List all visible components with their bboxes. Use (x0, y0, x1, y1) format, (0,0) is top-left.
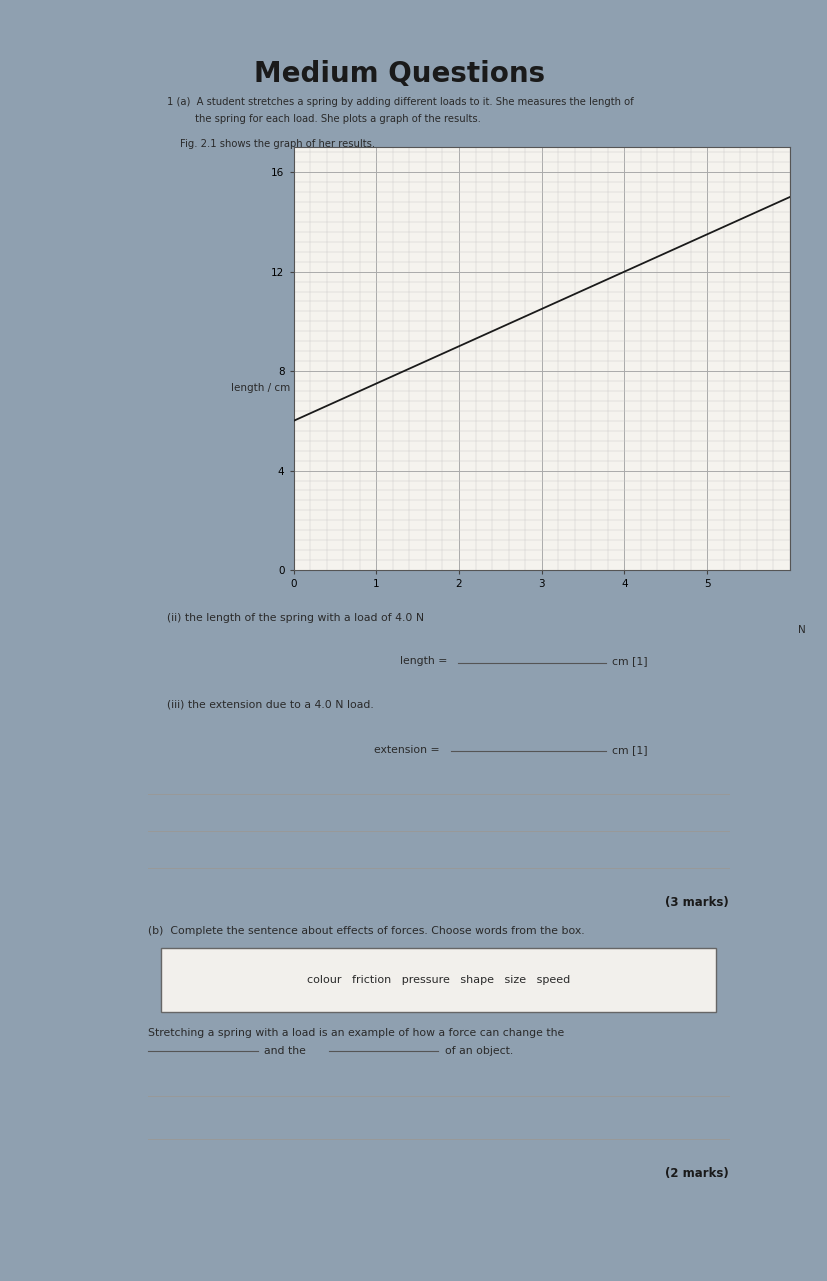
Text: extension =: extension = (374, 746, 439, 755)
Text: cm [1]: cm [1] (613, 746, 648, 755)
Text: (2 marks): (2 marks) (665, 1167, 729, 1180)
Text: (3 marks): (3 marks) (665, 897, 729, 910)
Text: and the: and the (264, 1047, 306, 1057)
Text: Stretching a spring with a load is an example of how a force can change the: Stretching a spring with a load is an ex… (148, 1027, 564, 1038)
FancyBboxPatch shape (161, 948, 715, 1012)
Text: length =: length = (399, 656, 447, 666)
Text: the spring for each load. She plots a graph of the results.: the spring for each load. She plots a gr… (167, 114, 481, 124)
Text: N: N (798, 625, 805, 635)
Text: (iii) the extension due to a 4.0 N load.: (iii) the extension due to a 4.0 N load. (167, 699, 374, 710)
Text: Medium Questions: Medium Questions (254, 60, 545, 88)
Text: (ii) the length of the spring with a load of 4.0 N: (ii) the length of the spring with a loa… (167, 614, 424, 624)
Text: Fig. 2.1 shows the graph of her results.: Fig. 2.1 shows the graph of her results. (180, 138, 375, 149)
Text: (b)  Complete the sentence about effects of forces. Choose words from the box.: (b) Complete the sentence about effects … (148, 926, 585, 936)
Text: of an object.: of an object. (445, 1047, 513, 1057)
Text: 1 (a)  A student stretches a spring by adding different loads to it. She measure: 1 (a) A student stretches a spring by ad… (167, 97, 634, 106)
Text: colour   friction   pressure   shape   size   speed: colour friction pressure shape size spee… (307, 975, 570, 985)
Text: cm [1]: cm [1] (613, 656, 648, 666)
Text: length / cm: length / cm (231, 383, 290, 393)
